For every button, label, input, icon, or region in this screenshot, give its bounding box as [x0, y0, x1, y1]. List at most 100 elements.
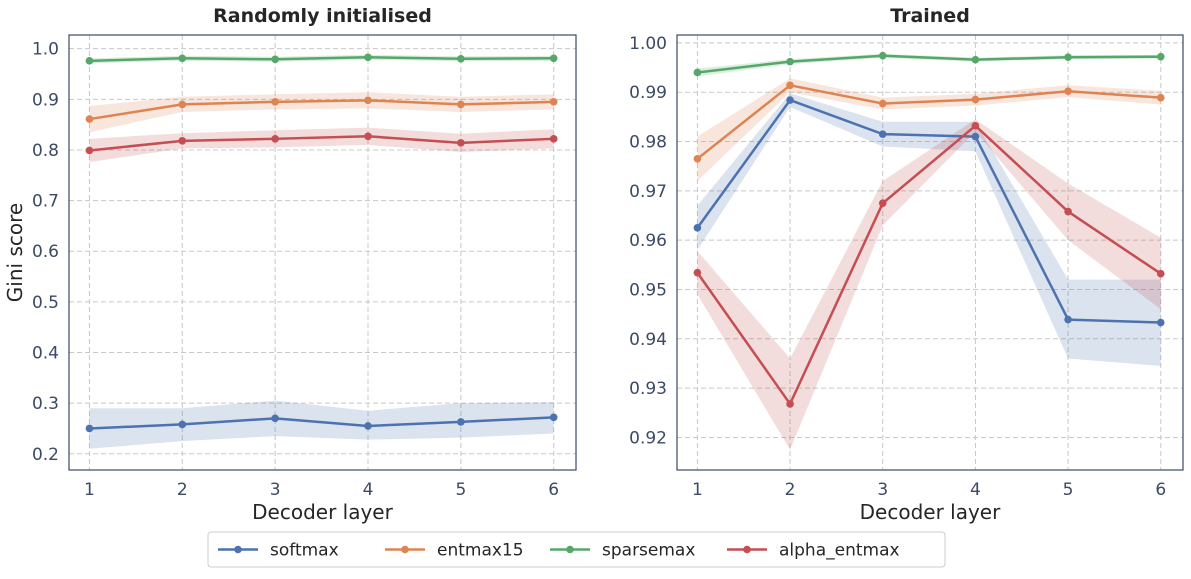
chart-0-xtick-label-1: 1: [84, 480, 95, 500]
chart-0-point-entmax15-1: [85, 115, 94, 123]
chart-0-point-softmax-3: [271, 414, 279, 423]
chart-0-band-alpha-entmax: [89, 127, 554, 163]
chart-1-point-softmax-4: [971, 132, 980, 141]
chart-1-point-entmax15-5: [1064, 87, 1072, 96]
chart-1-point-sparsemax-4: [971, 55, 980, 64]
legend-marker-entmax15: [401, 545, 409, 554]
chart-0-line-alpha-entmax: [89, 135, 554, 152]
chart-0-point-alpha-entmax-6: [549, 135, 558, 143]
chart-1-ytick-label-2: 0.94: [629, 330, 667, 350]
chart-1-point-alpha-entmax-2: [786, 400, 794, 408]
legend-label-alpha-entmax: alpha_entmax: [779, 541, 900, 561]
chart-0-point-entmax15-6: [549, 98, 558, 106]
chart-0-ytick-label-2: 0.4: [32, 344, 59, 364]
chart-1-xtick-label-6: 6: [1155, 480, 1166, 500]
chart-1-point-alpha-entmax-1: [693, 268, 702, 277]
chart-1-ytick-label-4: 0.96: [629, 231, 667, 251]
chart-0-point-entmax15-5: [457, 100, 465, 109]
chart-1-ytick-label-5: 0.97: [629, 182, 667, 202]
chart-1-point-sparsemax-2: [786, 57, 794, 66]
chart-0-point-alpha-entmax-4: [364, 132, 372, 141]
chart-1-point-softmax-6: [1156, 318, 1165, 327]
chart-1-ytick-label-7: 0.99: [629, 83, 667, 103]
chart-0-point-alpha-entmax-5: [457, 139, 465, 147]
chart-1-xtick-label-5: 5: [1063, 480, 1074, 500]
chart-0-ytick-label-3: 0.5: [32, 293, 59, 313]
chart-1-point-softmax-2: [786, 96, 794, 104]
chart-0-ytick-label-1: 0.3: [32, 394, 59, 414]
chart-0-point-alpha-entmax-3: [271, 135, 279, 143]
chart-0-ytick-label-6: 0.8: [32, 141, 59, 161]
chart-0-y-axis-label: Gini score: [3, 203, 27, 302]
legend-marker-sparsemax: [566, 545, 574, 554]
chart-0-ytick-label-5: 0.7: [32, 192, 59, 212]
chart-trained: 1 2 3 4 5 6 0.92 0.93 0.94 0.95 0.96 0.97 0.98 0.99 1.…: [629, 5, 1184, 524]
chart-1-ytick-label-6: 0.98: [629, 133, 667, 153]
chart-0-xtick-label-6: 6: [548, 480, 559, 500]
chart-0-xtick-label-3: 3: [270, 480, 281, 500]
chart-0-point-alpha-entmax-2: [178, 137, 187, 145]
chart-1-line-sparsemax: [697, 54, 1161, 74]
chart-1-point-entmax15-3: [878, 99, 887, 108]
chart-1-band-alpha-entmax: [697, 119, 1161, 450]
chart-0-line-softmax: [89, 416, 554, 430]
chart-0-point-alpha-entmax-1: [85, 146, 94, 155]
chart-1-ytick-label-8: 1.00: [629, 34, 667, 54]
chart-1-xtick-label-1: 1: [692, 480, 703, 500]
chart-1-xtick-label-2: 2: [785, 480, 796, 500]
legend-label-entmax15: entmax15: [437, 541, 524, 561]
chart-1-title: Trained: [890, 5, 970, 27]
chart-0-title: Randomly initialised: [213, 5, 432, 27]
chart-1-xtick-label-3: 3: [877, 480, 888, 500]
chart-0-point-softmax-5: [457, 418, 465, 426]
legend-marker-softmax: [234, 545, 242, 554]
chart-1-point-entmax15-4: [971, 95, 980, 104]
chart-0-point-softmax-2: [178, 420, 187, 429]
chart-0-line-sparsemax: [89, 56, 554, 63]
chart-0-ytick-label-7: 0.9: [32, 90, 59, 110]
chart-0-band-softmax: [89, 400, 554, 449]
chart-1-line-alpha-entmax: [696, 124, 1162, 406]
chart-0-point-entmax15-2: [178, 100, 187, 109]
chart-1-ytick-label-1: 0.93: [629, 379, 667, 399]
chart-1-band-entmax15: [697, 78, 1161, 181]
chart-1-point-sparsemax-1: [693, 68, 702, 77]
chart-1-point-entmax15-2: [786, 81, 794, 90]
chart-0-point-softmax-6: [549, 413, 558, 422]
legend-label-softmax: softmax: [270, 541, 339, 561]
chart-1-x-axis-label: Decoder layer: [860, 500, 1001, 524]
chart-1-ytick-label-3: 0.95: [629, 280, 667, 300]
chart-1-point-softmax-5: [1064, 315, 1072, 324]
chart-1-point-sparsemax-3: [878, 51, 887, 60]
chart-1-point-sparsemax-6: [1156, 52, 1165, 61]
chart-0-ytick-label-4: 0.6: [32, 242, 59, 262]
chart-1-xtick-label-4: 4: [970, 480, 981, 500]
chart-0-point-sparsemax-4: [364, 53, 372, 62]
legend: softmax entmax15 sparsemax alpha_entmax: [207, 531, 946, 568]
chart-0-x-axis-label: Decoder layer: [252, 500, 393, 524]
chart-1-point-alpha-entmax-6: [1156, 269, 1165, 278]
chart-0-point-sparsemax-1: [85, 57, 94, 65]
chart-1-frame: [676, 34, 1184, 471]
chart-0-point-softmax-1: [85, 424, 94, 433]
chart-randomly-initialised: 1 2 3 4 5 6 0.2 0.3 0.4 0.5 0.6 0.7 0.8 0.9 1.0 Randoml…: [3, 5, 577, 524]
chart-0-ytick-label-8: 1.0: [32, 40, 59, 60]
chart-0-point-entmax15-3: [271, 98, 279, 106]
chart-1-point-softmax-1: [693, 224, 702, 232]
chart-1-point-alpha-entmax-5: [1064, 207, 1072, 216]
chart-1-point-alpha-entmax-4: [971, 121, 980, 130]
chart-1-line-entmax15: [696, 84, 1161, 160]
chart-0-plot-area: [69, 35, 576, 470]
chart-1-point-alpha-entmax-3: [878, 199, 887, 207]
chart-0-xtick-label-2: 2: [177, 480, 188, 500]
chart-0-point-sparsemax-6: [549, 54, 558, 63]
chart-0-point-sparsemax-5: [457, 55, 465, 63]
chart-0-ytick-label-0: 0.2: [32, 445, 59, 465]
chart-1-point-entmax15-1: [693, 154, 702, 163]
chart-0-point-sparsemax-2: [178, 54, 187, 63]
chart-1-point-softmax-3: [878, 130, 887, 138]
legend-label-sparsemax: sparsemax: [602, 541, 695, 561]
chart-0-xtick-label-5: 5: [455, 480, 466, 500]
chart-0-point-entmax15-4: [364, 96, 372, 105]
